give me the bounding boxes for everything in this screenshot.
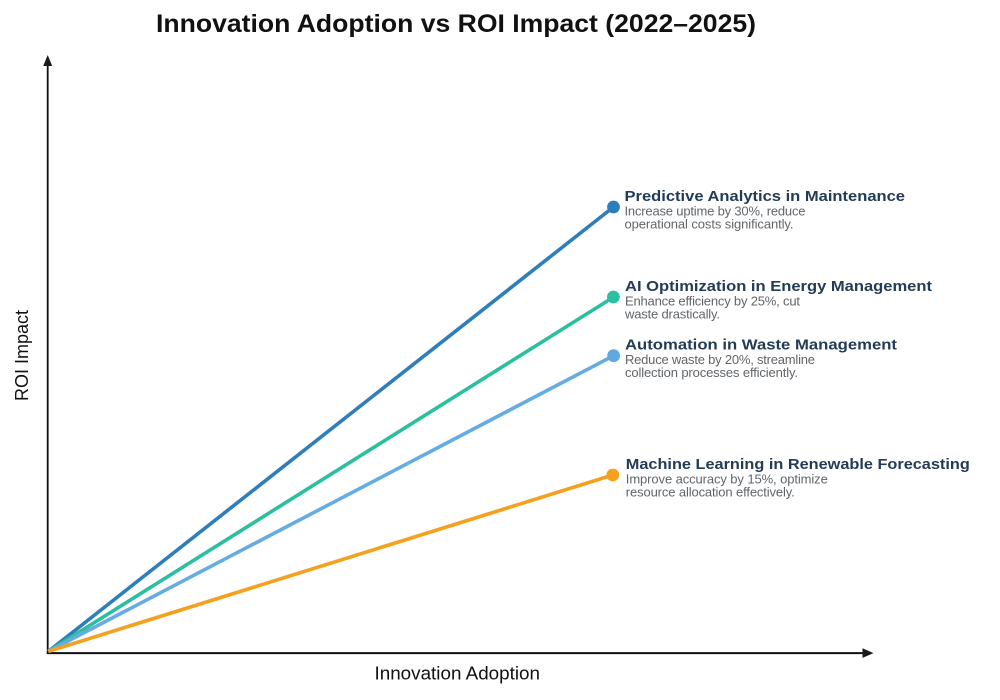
svg-text:Improve accuracy by 15%, optim: Improve accuracy by 15%, optimize	[626, 471, 828, 486]
svg-text:Enhance efficiency by 25%, cut: Enhance efficiency by 25%, cut	[625, 293, 800, 308]
svg-text:Innovation Adoption: Innovation Adoption	[375, 662, 541, 683]
svg-text:AI Optimization in Energy Mana: AI Optimization in Energy Management	[625, 278, 932, 295]
svg-text:ROI Impact: ROI Impact	[12, 310, 32, 401]
svg-text:Machine Learning in Renewable: Machine Learning in Renewable Forecastin…	[626, 456, 970, 473]
svg-text:operational costs significantl: operational costs significantly.	[625, 216, 794, 231]
svg-text:Innovation Adoption vs ROI Imp: Innovation Adoption vs ROI Impact (2022–…	[156, 10, 756, 38]
svg-text:Predictive Analytics in Mainte: Predictive Analytics in Maintenance	[625, 188, 906, 205]
svg-text:collection processes efficient: collection processes efficiently.	[625, 365, 798, 380]
svg-text:Automation in Waste Management: Automation in Waste Management	[625, 337, 897, 354]
svg-text:Increase uptime by 30%, reduce: Increase uptime by 30%, reduce	[625, 203, 806, 218]
svg-text:resource allocation effectivel: resource allocation effectively.	[626, 484, 795, 499]
svg-text:waste drastically.: waste drastically.	[624, 306, 720, 321]
svg-text:Reduce waste by 20%, streamlin: Reduce waste by 20%, streamline	[625, 352, 815, 367]
